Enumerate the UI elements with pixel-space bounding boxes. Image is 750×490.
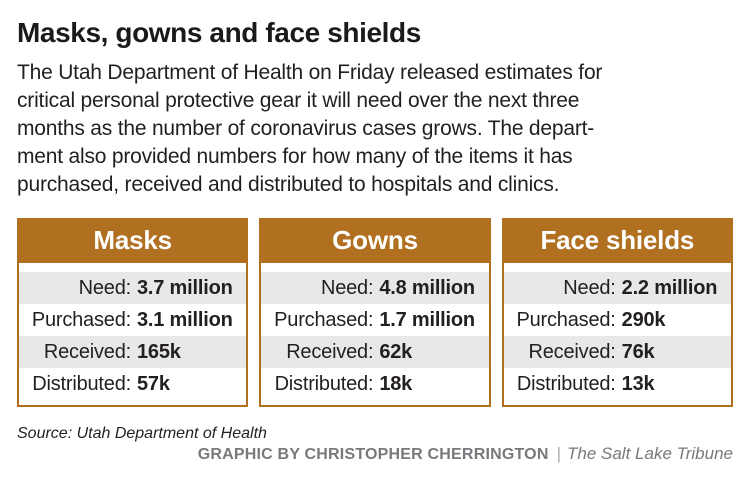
row-value: 3.7 million: [137, 276, 233, 299]
row-label: Received:: [528, 340, 616, 363]
page-title: Masks, gowns and face shields: [17, 17, 421, 48]
intro-line: The Utah Department of Health on Friday …: [17, 61, 603, 84]
table-row: Need: 2.2 million: [503, 272, 731, 304]
face-shields-table: Face shields Need: 2.2 million Purchased…: [501, 218, 733, 407]
row-label: Need:: [563, 276, 616, 299]
table-row: Need: 4.8 million: [261, 272, 489, 304]
table-row: Distributed: 18k: [261, 368, 489, 400]
credit-line: GRAPHIC BY CHRISTOPHER CHERRINGTON | The S…: [17, 444, 733, 465]
intro-paragraph: The Utah Department of Health on Friday …: [17, 59, 733, 199]
row-value: 62k: [379, 340, 413, 363]
row-value: 2.2 million: [621, 276, 718, 299]
table-row: Purchased: 1.7 million: [261, 304, 489, 336]
masks-table-body: Need: 3.7 million Purchased: 3.1 million…: [19, 263, 247, 405]
masks-table-header: Masks: [19, 220, 247, 263]
gowns-table-header: Gowns: [261, 220, 489, 263]
gowns-table-body: Need: 4.8 million Purchased: 1.7 million…: [261, 263, 489, 405]
intro-line: months as the number of coronavirus case…: [17, 117, 595, 140]
row-value: 1.7 million: [379, 308, 475, 331]
table-row: Purchased: 290k: [503, 304, 731, 336]
credit-publication: The Salt Lake Tribune: [567, 444, 733, 463]
table-row: Distributed: 13k: [503, 368, 731, 400]
row-label: Purchased:: [274, 308, 374, 331]
row-value: 76k: [621, 340, 655, 363]
ppe-tables-group: Masks Need: 3.7 million Purchased: 3.1 m…: [17, 218, 733, 407]
row-label: Purchased:: [516, 308, 616, 331]
row-value: 290k: [621, 308, 666, 331]
table-row: Received: 62k: [261, 336, 489, 368]
row-label: Need:: [78, 276, 132, 299]
footer: Source: Utah Department of Health GRAPHI…: [17, 424, 733, 465]
row-label: Distributed:: [32, 372, 131, 395]
row-label: Need:: [320, 276, 374, 299]
row-value: 57k: [137, 372, 170, 395]
credit-author: GRAPHIC BY CHRISTOPHER CHERRINGTON: [197, 446, 549, 463]
intro-line: ment also provided numbers for how many …: [17, 145, 573, 168]
gowns-table: Gowns Need: 4.8 million Purchased: 1.7 m…: [259, 218, 491, 407]
row-label: Purchased:: [31, 308, 131, 331]
row-label: Distributed:: [274, 372, 374, 395]
intro-line: critical personal protective gear it wil…: [17, 89, 580, 112]
credit-separator: |: [556, 444, 561, 463]
row-value: 3.1 million: [137, 308, 233, 331]
intro-line: purchased, received and distributed to h…: [17, 173, 560, 196]
row-label: Distributed:: [516, 372, 616, 395]
source-note: Source: Utah Department of Health: [17, 425, 267, 442]
row-value: 4.8 million: [379, 276, 475, 299]
table-row: Distributed: 57k: [19, 368, 247, 400]
table-row: Need: 3.7 million: [19, 272, 247, 304]
table-row: Received: 76k: [503, 336, 731, 368]
row-label: Received:: [286, 340, 374, 363]
table-row: Received: 165k: [19, 336, 247, 368]
row-value: 18k: [379, 372, 413, 395]
row-label: Received:: [43, 340, 131, 363]
row-value: 165k: [137, 340, 181, 363]
table-row: Purchased: 3.1 million: [19, 304, 247, 336]
face-shields-table-body: Need: 2.2 million Purchased: 290k Receiv…: [503, 263, 731, 405]
face-shields-table-header: Face shields: [503, 220, 731, 263]
masks-table: Masks Need: 3.7 million Purchased: 3.1 m…: [17, 218, 249, 407]
row-value: 13k: [621, 372, 655, 395]
